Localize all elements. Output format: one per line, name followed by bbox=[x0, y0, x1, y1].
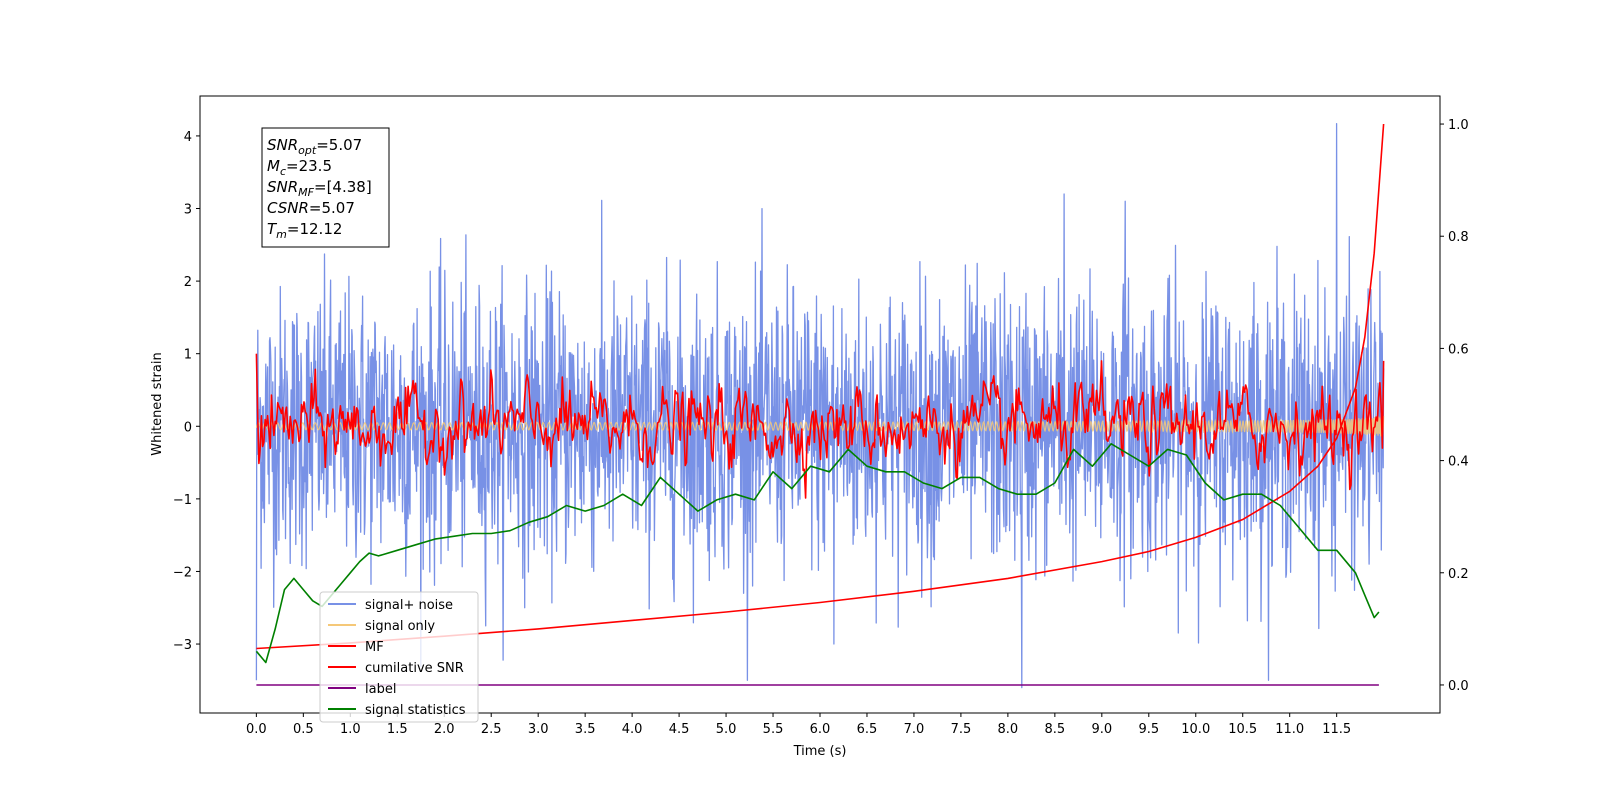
x-tick-label: 7.5 bbox=[951, 722, 972, 737]
ticks-layer: 0.0 0.5 1.0 1.5 2.0 2.5 3.0 3.5 4.0 4.5 5.0 5.5 6.0 6… bbox=[173, 118, 1469, 737]
info-line: CSNR=5.07 bbox=[267, 199, 355, 217]
y-tick-label-right: 0.4 bbox=[1448, 455, 1469, 470]
x-tick-label: 5.5 bbox=[763, 722, 784, 737]
x-tick-label: 2.0 bbox=[434, 722, 455, 737]
y-tick-label-right: 0.8 bbox=[1448, 230, 1469, 245]
x-tick-label: 3.0 bbox=[528, 722, 549, 737]
y-tick-label-right: 0.6 bbox=[1448, 342, 1469, 357]
x-tick-label: 2.5 bbox=[481, 722, 502, 737]
x-tick-label: 4.5 bbox=[669, 722, 690, 737]
x-tick-label: 4.0 bbox=[622, 722, 643, 737]
y-tick-label-left: 2 bbox=[184, 275, 192, 290]
info-value: =5.07 bbox=[309, 199, 355, 217]
x-tick-label: 0.0 bbox=[246, 722, 267, 737]
y-tick-label-left: −2 bbox=[173, 565, 192, 580]
y-axis-label-left: Whitened strain bbox=[150, 352, 165, 455]
info-subscript: MF bbox=[298, 186, 314, 199]
y-tick-label-left: 3 bbox=[184, 203, 192, 218]
legend: signal+ noise signal only MF cumilative SNR… bbox=[319, 591, 479, 723]
y-tick-label-left: 4 bbox=[184, 130, 192, 145]
info-box: SNRopt=5.07Mc=23.5SNRMF=[4.38]CSNR=5.07T… bbox=[261, 127, 390, 248]
y-tick-label-right: 0.0 bbox=[1448, 679, 1469, 694]
legend-entry: label bbox=[365, 682, 396, 697]
info-symbol: SNR bbox=[267, 178, 298, 196]
info-line: SNRMF=[4.38] bbox=[267, 178, 372, 199]
x-tick-label: 1.0 bbox=[340, 722, 361, 737]
info-line: Tm=12.12 bbox=[267, 220, 342, 241]
info-subscript: m bbox=[276, 228, 287, 241]
info-box-frame bbox=[261, 127, 390, 248]
x-tick-label: 5.0 bbox=[716, 722, 737, 737]
legend-entry: signal+ noise bbox=[365, 598, 453, 613]
legend-entry: signal statistics bbox=[365, 703, 466, 718]
info-subscript: c bbox=[280, 165, 286, 178]
x-tick-label: 8.0 bbox=[998, 722, 1019, 737]
info-symbol: SNR bbox=[267, 136, 298, 154]
y-tick-label-left: 1 bbox=[184, 348, 192, 363]
x-tick-label: 11.5 bbox=[1322, 722, 1351, 737]
series-layer bbox=[255, 122, 1385, 689]
x-tick-label: 10.0 bbox=[1181, 722, 1210, 737]
info-line: SNRopt=5.07 bbox=[267, 136, 362, 157]
info-symbol: M bbox=[267, 157, 280, 175]
x-tick-label: 6.0 bbox=[810, 722, 831, 737]
y-tick-label-right: 1.0 bbox=[1448, 118, 1469, 133]
x-tick-label: 10.5 bbox=[1228, 722, 1257, 737]
x-tick-label: 9.0 bbox=[1091, 722, 1112, 737]
x-tick-label: 0.5 bbox=[293, 722, 314, 737]
legend-entry: cumilative SNR bbox=[365, 661, 464, 676]
legend-entry: MF bbox=[365, 640, 384, 655]
series-mf bbox=[255, 353, 1385, 499]
info-line: Mc=23.5 bbox=[267, 157, 332, 178]
x-tick-label: 1.5 bbox=[387, 722, 408, 737]
y-tick-label-left: 0 bbox=[184, 420, 192, 435]
series-cumulative-snr bbox=[256, 123, 1385, 650]
x-tick-label: 6.5 bbox=[857, 722, 878, 737]
legend-frame bbox=[319, 591, 479, 723]
y-tick-label-left: −1 bbox=[173, 493, 192, 508]
x-tick-label: 3.5 bbox=[575, 722, 596, 737]
y-tick-label-left: −3 bbox=[173, 638, 192, 653]
series-signal-statistics bbox=[255, 442, 1380, 664]
x-tick-label: 8.5 bbox=[1045, 722, 1066, 737]
info-symbol: CSNR bbox=[267, 199, 309, 217]
info-value: =[4.38] bbox=[314, 178, 372, 196]
y-tick-label-right: 0.2 bbox=[1448, 567, 1469, 582]
info-value: =5.07 bbox=[316, 136, 362, 154]
x-tick-label: 11.0 bbox=[1275, 722, 1304, 737]
legend-entry: signal only bbox=[365, 619, 435, 634]
info-value: =12.12 bbox=[287, 220, 343, 238]
x-axis-label: Time (s) bbox=[793, 744, 847, 759]
info-subscript: opt bbox=[298, 144, 317, 157]
x-tick-label: 9.5 bbox=[1138, 722, 1159, 737]
info-value: =23.5 bbox=[286, 157, 332, 175]
info-symbol: T bbox=[267, 220, 278, 238]
x-tick-label: 7.0 bbox=[904, 722, 925, 737]
